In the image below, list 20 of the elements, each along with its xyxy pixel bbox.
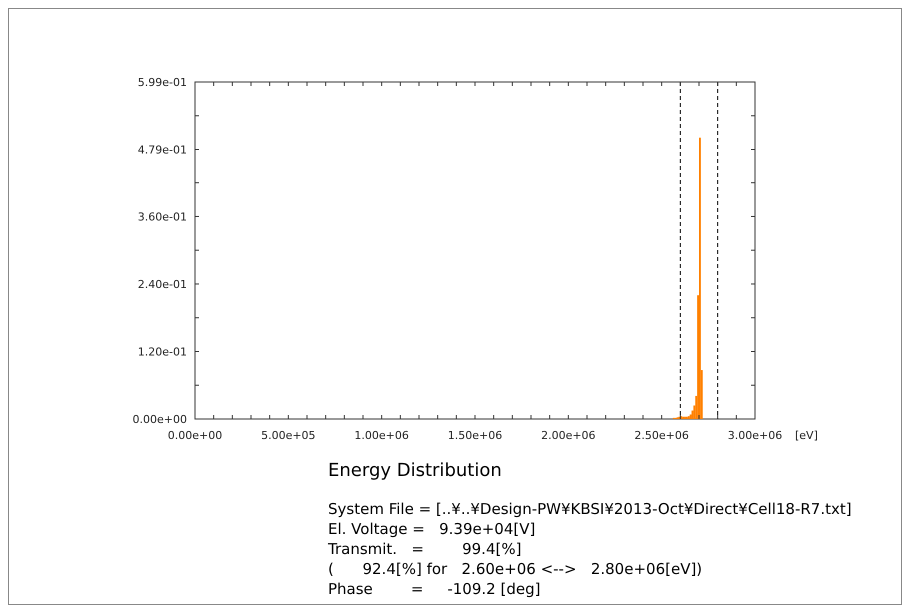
x-tick-label: 2.00e+06 [541, 429, 596, 442]
x-tick-label: 1.50e+06 [448, 429, 502, 442]
text: El. Voltage = 9.39e+04[V] [328, 520, 536, 538]
x-tick-label: 0.00e+00 [168, 429, 222, 442]
x-tick-label: 3.00e+06 [728, 429, 782, 442]
y-tick-label: 3.60e-01 [138, 210, 187, 224]
text: Transmit. = 99.4[%] [327, 540, 522, 558]
y-tick-label: 1.20e-01 [138, 345, 187, 358]
text: Phase = -109.2 [deg] [328, 580, 540, 598]
y-tick-label: 0.00e+00 [132, 413, 187, 426]
y-tick-label: 2.40e-01 [138, 278, 187, 291]
text: Energy Distribution [328, 460, 502, 481]
text: System File = [..¥..¥Design-PW¥KBSI¥2013-Oct¥Direct¥Cell18-R7.txt] [328, 500, 852, 518]
y-tick-label: 4.79e-01 [138, 144, 187, 157]
text: ( 92.4[%] for 2.60e+06 <--> 2.80e+06[eV]) [328, 560, 702, 578]
y-tick-label: 5.99e-01 [138, 76, 187, 89]
x-axis-title: [eV] [795, 429, 818, 442]
x-tick-label: 1.00e+06 [354, 429, 409, 442]
x-tick-label: 2.50e+06 [634, 429, 689, 442]
x-tick-label: 5.00e+05 [261, 429, 316, 442]
